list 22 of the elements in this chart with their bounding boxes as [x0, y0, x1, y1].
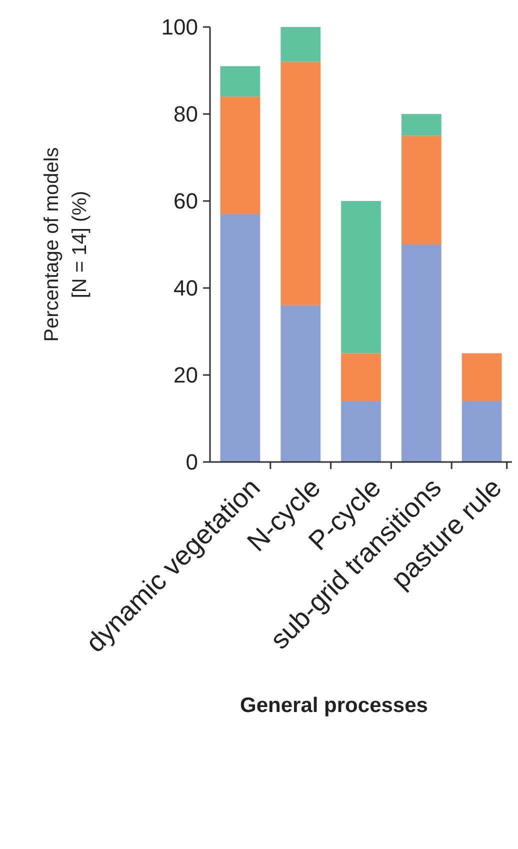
y-tick-label: 60 [174, 188, 198, 214]
y-tick-label: 40 [174, 276, 198, 301]
bar [341, 201, 381, 354]
y-tick-label: 80 [174, 102, 198, 127]
bar [220, 214, 260, 462]
y-tick-label: 100 [161, 14, 198, 40]
bar [220, 66, 260, 97]
bar [462, 401, 502, 462]
bar [462, 353, 502, 402]
x-axis-title: General processes [240, 694, 428, 717]
y-axis-title: Percentage of models [N = 14] (%) [41, 147, 91, 342]
bar [280, 27, 321, 62]
bar [341, 401, 381, 462]
bar [341, 353, 381, 402]
bar [220, 96, 260, 214]
bar [401, 244, 442, 462]
bar [280, 305, 321, 462]
y-tick-label: 0 [186, 450, 198, 475]
y-tick-label: 20 [174, 362, 198, 388]
bar [401, 136, 442, 244]
bar [401, 114, 442, 136]
bar [280, 62, 321, 306]
